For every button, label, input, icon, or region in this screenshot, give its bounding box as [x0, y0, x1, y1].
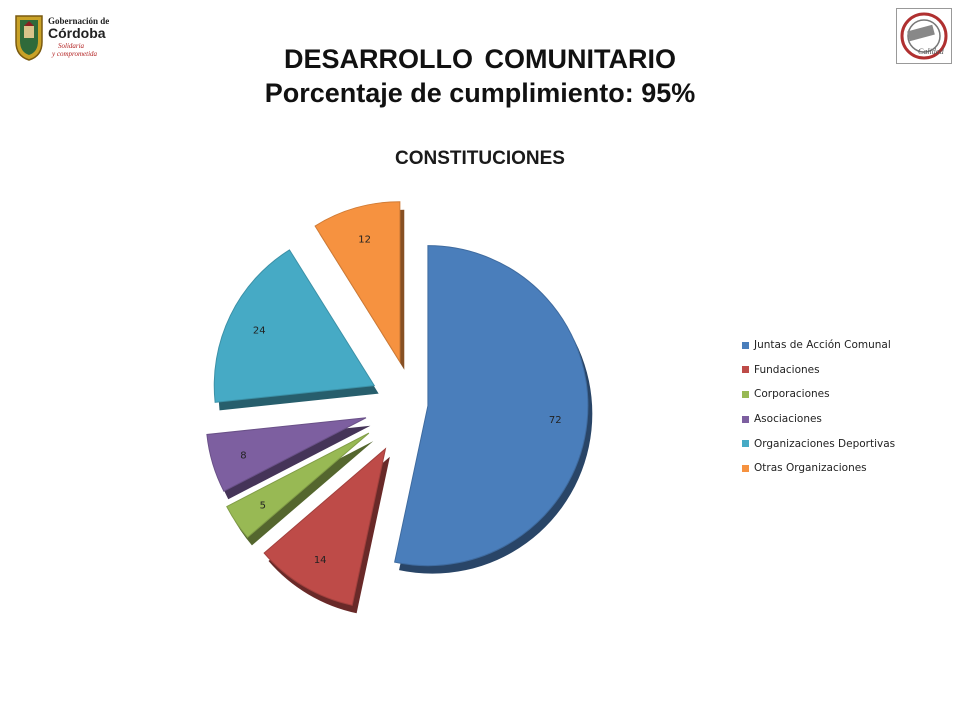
pie-slice — [206, 417, 367, 492]
legend-swatch — [742, 390, 749, 398]
pie-slice-group: 14 — [263, 447, 390, 614]
legend-swatch — [742, 464, 749, 472]
legend-item: Corporaciones — [742, 382, 895, 407]
pie-slice — [213, 249, 376, 403]
legend-label: Organizaciones Deportivas — [754, 437, 896, 450]
logo-line1: Gobernación de — [48, 16, 109, 26]
logo-line4: y comprometida — [51, 50, 98, 58]
legend-label: Otras Organizaciones — [754, 462, 867, 475]
legend-label: Juntas de Acción Comunal — [754, 339, 891, 352]
legend-swatch — [742, 341, 749, 349]
legend-swatch — [742, 366, 749, 374]
legend-item: Fundaciones — [742, 358, 895, 383]
pie-slice-group: 24 — [213, 249, 379, 411]
chart-legend: Juntas de Acción Comunal Fundaciones Corpo… — [742, 333, 895, 481]
legend-item: Juntas de Acción Comunal — [742, 333, 895, 358]
pie-slice — [394, 245, 589, 567]
calidad-seal-logo: Calidad — [896, 8, 952, 64]
pie-data-label: 12 — [358, 235, 371, 246]
legend-swatch — [742, 415, 749, 423]
pie-data-label: 24 — [253, 325, 266, 336]
legend-item: Organizaciones Deportivas — [742, 431, 895, 456]
pie-slice-group: 5 — [226, 432, 374, 546]
logo-line3: Solidaria — [58, 42, 85, 50]
pie-slice-group: 72 — [394, 245, 593, 574]
logo-line2: Córdoba — [48, 25, 106, 41]
legend-label: Corporaciones — [754, 388, 830, 401]
gobernacion-cordoba-logo: Gobernación de Córdoba Solidaria y compr… — [12, 12, 120, 62]
pie-slice — [226, 432, 370, 539]
pie-slice — [263, 447, 387, 606]
legend-label: Fundaciones — [754, 363, 820, 376]
legend-swatch — [742, 440, 749, 448]
pie-slice — [314, 201, 401, 364]
slide-title: DESARROLLO COMUNITARIO — [284, 44, 676, 74]
pie-data-label: 14 — [314, 555, 327, 566]
slide-subtitle: Porcentaje de cumplimiento: 95% — [264, 78, 696, 108]
legend-item: Otras Organizaciones — [742, 456, 895, 481]
slide-title-block: DESARROLLO COMUNITARIO Porcentaje de cum… — [0, 42, 960, 110]
pie-slice-group: 8 — [206, 417, 371, 500]
pie-slice-group: 12 — [314, 201, 405, 370]
chart-title: CONSTITUCIONES — [395, 148, 565, 169]
pie-data-label: 8 — [240, 450, 246, 461]
pie-data-label: 5 — [260, 501, 266, 512]
legend-label: Asociaciones — [754, 413, 822, 426]
legend-item: Asociaciones — [742, 407, 895, 432]
seal-text: Calidad — [918, 47, 945, 56]
pie-data-label: 72 — [549, 415, 562, 426]
